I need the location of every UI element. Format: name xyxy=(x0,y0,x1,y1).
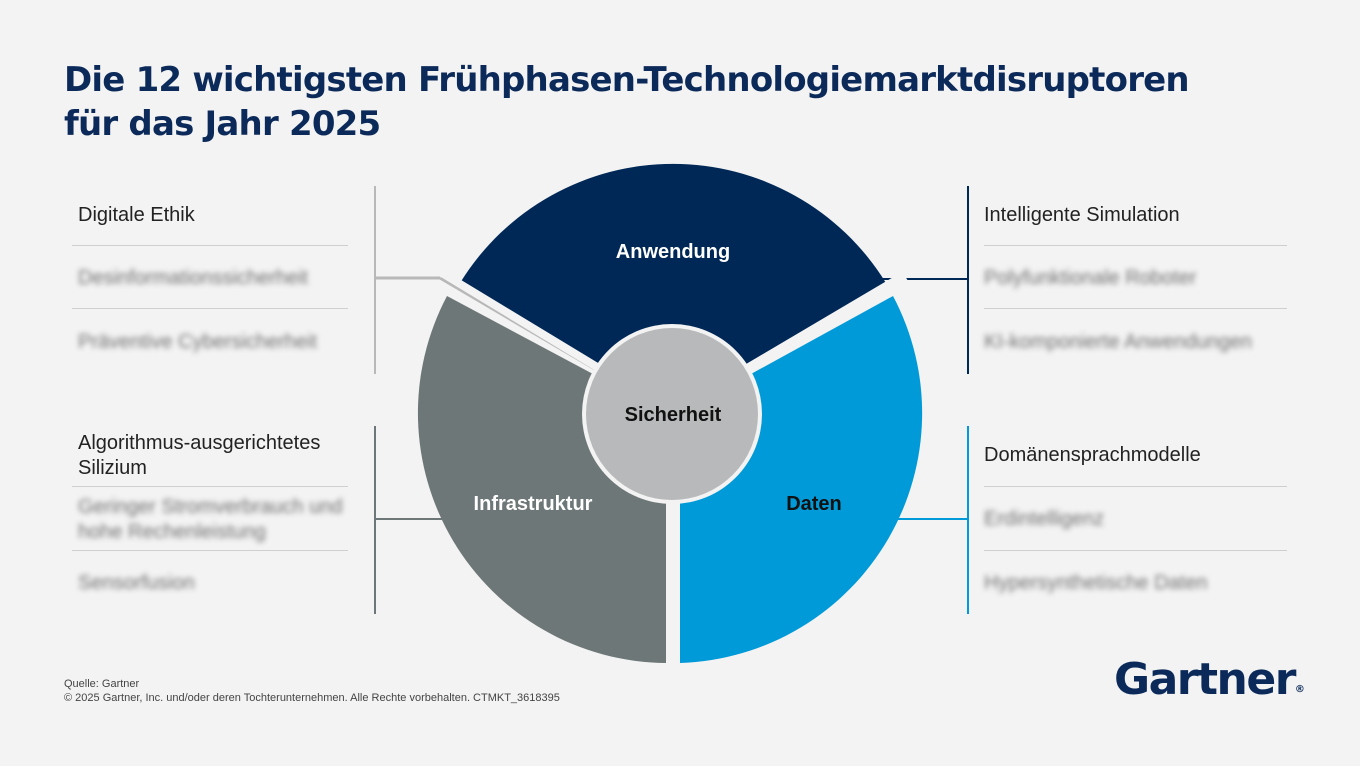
list-item-geringer-stromverbrauch: Geringer Stromverbrauch und hohe Rechenl… xyxy=(78,496,343,543)
list-item-intelligente-simulation: Intelligente Simulation xyxy=(984,204,1180,226)
group-line-bottom-right xyxy=(967,426,969,614)
divider xyxy=(72,550,348,551)
divider xyxy=(72,486,348,487)
label-sicherheit: Sicherheit xyxy=(625,404,722,426)
divider xyxy=(72,245,348,246)
divider xyxy=(984,308,1287,309)
segment-anwendung xyxy=(460,163,886,413)
list-item-desinformationssicherheit: Desinformationssicherheit xyxy=(78,267,309,289)
group-line-top-right xyxy=(967,186,969,374)
divider xyxy=(984,486,1287,487)
list-item-praeventive-cybersicherheit: Präventive Cybersicherheit xyxy=(78,331,317,353)
list-item-domaenensprachmodelle: Domänensprachmodelle xyxy=(984,444,1201,466)
list-item-erdintelligenz: Erdintelligenz xyxy=(984,508,1105,530)
footer-source: Quelle: Gartner xyxy=(64,678,140,690)
center-sicherheit xyxy=(586,328,758,500)
list-item-algorithmus-silizium: Algorithmus-ausgerichtetes Silizium xyxy=(78,432,321,479)
list-item-polyfunktionale-roboter: Polyfunktionale Roboter xyxy=(984,267,1197,289)
title-line-1: Die 12 wichtigsten Frühphasen-Technologi… xyxy=(64,60,1190,100)
list-item-ki-komponierte-anwendungen: KI-komponierte Anwendungen xyxy=(984,331,1252,353)
registered-mark-icon: ® xyxy=(1294,684,1305,695)
title-line-2: für das Jahr 2025 xyxy=(64,104,381,144)
page-title: Die 12 wichtigsten Frühphasen-Technologi… xyxy=(64,58,1324,146)
divider xyxy=(72,308,348,309)
divider xyxy=(984,245,1287,246)
group-line-bottom-left xyxy=(374,426,376,614)
label-infrastruktur: Infrastruktur xyxy=(474,493,593,515)
list-item-digitale-ethik: Digitale Ethik xyxy=(78,204,195,226)
list-item-sensorfusion: Sensorfusion xyxy=(78,572,195,594)
label-daten: Daten xyxy=(786,493,842,515)
footer: Quelle: Gartner © 2025 Gartner, Inc. und… xyxy=(64,677,560,705)
list-item-hypersynthetische-daten: Hypersynthetische Daten xyxy=(984,572,1208,594)
footer-copyright: © 2025 Gartner, Inc. und/oder deren Toch… xyxy=(64,692,560,704)
divider xyxy=(984,550,1287,551)
group-line-top-left xyxy=(374,186,376,374)
gartner-logo: Gartner® xyxy=(1114,654,1305,705)
logo-text: Gartner xyxy=(1114,654,1296,705)
label-anwendung: Anwendung xyxy=(616,241,730,263)
